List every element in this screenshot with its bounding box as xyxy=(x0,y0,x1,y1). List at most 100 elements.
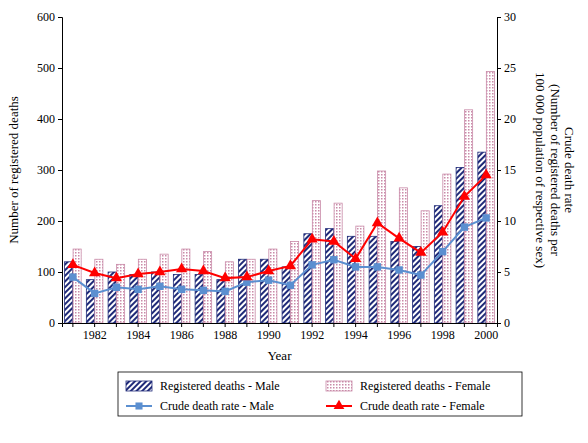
marker xyxy=(330,256,337,263)
x-tick-mark xyxy=(159,323,160,327)
bar xyxy=(173,275,181,323)
y2-axis: 0 5 10 15 20 25 30 xyxy=(497,10,516,330)
x-tick xyxy=(420,323,421,327)
x-tick-mark xyxy=(333,323,334,327)
y2-tick: 5 xyxy=(497,265,510,279)
marker xyxy=(308,261,315,268)
x-tick-mark xyxy=(399,323,400,327)
marker xyxy=(198,264,209,274)
x-tick-label: 1986 xyxy=(170,328,194,342)
y-tick-mark xyxy=(58,323,62,324)
marker xyxy=(263,264,274,274)
y-tick: 400 xyxy=(37,112,62,126)
bar xyxy=(117,264,125,323)
x-tick-mark xyxy=(72,323,73,327)
bar xyxy=(399,188,407,323)
bar xyxy=(65,262,73,323)
x-tick-label: 1996 xyxy=(387,328,411,342)
y-tick-label: 600 xyxy=(37,10,55,24)
marker xyxy=(178,286,185,293)
bar xyxy=(456,167,464,323)
y2-tick-mark xyxy=(497,323,501,324)
marker xyxy=(154,265,165,275)
legend-entry: Crude death rate - Female xyxy=(326,399,485,413)
y-tick-label: 500 xyxy=(37,61,55,75)
marker xyxy=(393,232,404,242)
line xyxy=(73,218,486,293)
y2-tick: 0 xyxy=(497,316,510,330)
marker xyxy=(219,272,230,282)
marker xyxy=(461,223,468,230)
bar xyxy=(369,236,377,323)
x-tick xyxy=(377,323,378,327)
chart: 1982198419861988199019921994199619982000… xyxy=(0,0,588,443)
marker xyxy=(415,246,426,256)
y-tick-mark xyxy=(58,170,62,171)
bar xyxy=(130,275,138,323)
bar xyxy=(195,275,203,323)
y2-tick-label: 20 xyxy=(504,112,516,126)
x-tick-mark xyxy=(225,323,226,327)
y2-tick: 15 xyxy=(497,163,516,177)
line xyxy=(73,175,486,278)
x-tick-mark xyxy=(138,323,139,327)
x-tick-mark xyxy=(442,323,443,327)
y-tick-label: 300 xyxy=(37,163,55,177)
x-tick-mark xyxy=(464,323,465,327)
y-tick: 200 xyxy=(37,214,62,228)
x-tick xyxy=(464,323,465,327)
y2-tick: 10 xyxy=(497,214,516,228)
x-tick-mark xyxy=(203,323,204,327)
legend: Registered deaths - Male Registered death… xyxy=(118,372,522,416)
legend-swatch xyxy=(326,381,352,391)
y-tick-mark xyxy=(58,68,62,69)
x-tick: 2000 xyxy=(474,323,498,342)
marker xyxy=(437,226,448,236)
bar-series xyxy=(73,72,494,323)
x-tick-mark xyxy=(246,323,247,327)
y2-axis-line xyxy=(498,18,502,324)
marker xyxy=(328,235,339,245)
marker xyxy=(69,273,76,280)
marker xyxy=(132,268,143,278)
bar xyxy=(378,171,386,323)
x-axis-line xyxy=(63,324,498,328)
legend-label: Crude death rate - Male xyxy=(160,399,274,413)
y2-tick-mark xyxy=(497,17,501,18)
x-tick-mark xyxy=(377,323,378,327)
y-tick-label: 0 xyxy=(49,316,55,330)
bar xyxy=(356,226,364,323)
y-tick-mark xyxy=(58,272,62,273)
marker xyxy=(306,233,317,243)
bar xyxy=(86,280,94,323)
x-tick-label: 1988 xyxy=(213,328,237,342)
x-tick-mark xyxy=(312,323,313,327)
x-tick-label: 1994 xyxy=(344,328,368,342)
y2-tick: 25 xyxy=(497,61,516,75)
y2-tick: 30 xyxy=(497,10,516,24)
x-tick xyxy=(333,323,334,327)
x-tick-label: 1992 xyxy=(300,328,324,342)
y2-tick-mark xyxy=(497,170,501,171)
y2-tick-mark xyxy=(497,221,501,222)
x-tick: 1992 xyxy=(300,323,324,342)
marker xyxy=(482,214,489,221)
x-tick: 1988 xyxy=(213,323,237,342)
y2-axis-title-line: Crude death rate xyxy=(562,127,577,213)
y-tick-label: 200 xyxy=(37,214,55,228)
y-tick: 0 xyxy=(49,316,62,330)
x-tick: 1986 xyxy=(170,323,194,342)
marker xyxy=(372,217,383,227)
y-tick-mark xyxy=(58,221,62,222)
x-axis: 1982198419861988199019921994199619982000 xyxy=(63,323,499,342)
legend-label: Registered deaths - Male xyxy=(160,379,280,393)
legend-entry: Registered deaths - Female xyxy=(326,379,490,393)
y2-tick-label: 15 xyxy=(504,163,516,177)
bar xyxy=(217,280,225,323)
x-tick xyxy=(203,323,204,327)
marker xyxy=(134,286,141,293)
y2-axis-title: Crude death rate(Number of registered de… xyxy=(533,72,577,268)
y-tick: 100 xyxy=(37,265,62,279)
x-tick-mark xyxy=(116,323,117,327)
legend-entry: Crude death rate - Male xyxy=(126,399,274,413)
